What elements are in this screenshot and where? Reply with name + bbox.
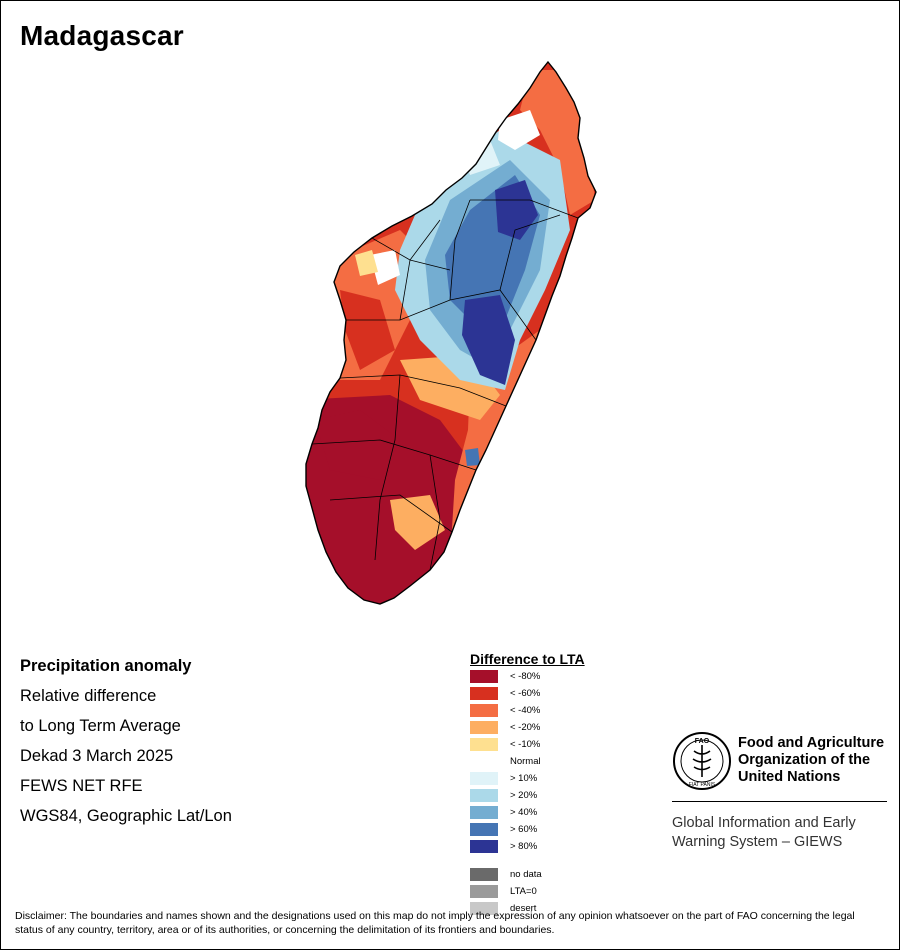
legend-label: > 40% xyxy=(510,807,538,818)
fao-logo-icon: FAO FIAT PANIS xyxy=(673,732,731,790)
legend-label: no data xyxy=(510,869,542,880)
legend-label: < -40% xyxy=(510,705,541,716)
anomaly-area-severe-west xyxy=(315,410,400,480)
giews-name: Global Information and Early Warning Sys… xyxy=(672,814,892,852)
legend-label: < -80% xyxy=(510,671,541,682)
info-line-2: to Long Term Average xyxy=(20,717,181,735)
legend-swatch xyxy=(470,806,498,819)
legend: Difference to LTA < -80% < -60% < -40% < -2… xyxy=(470,651,650,915)
legend-swatch xyxy=(470,704,498,717)
anomaly-area-slight-deficit-2 xyxy=(390,495,445,550)
giews-line-2: Warning System – GIEWS xyxy=(672,834,843,850)
fao-name-line-3: United Nations xyxy=(738,769,841,785)
legend-label: > 10% xyxy=(510,773,538,784)
map-info-block: Precipitation anomaly Relative differenc… xyxy=(20,656,350,836)
legend-label: > 20% xyxy=(510,790,538,801)
giews-line-1: Global Information and Early xyxy=(672,815,856,831)
region-boundaries xyxy=(311,199,579,571)
fao-name-line-1: Food and Agriculture xyxy=(738,735,885,751)
fao-name: Food and Agriculture Organization of the… xyxy=(738,735,898,786)
legend-swatch xyxy=(470,670,498,683)
legend-swatch xyxy=(470,868,498,881)
fao-logo-letters: FAO xyxy=(695,738,710,745)
legend-label: > 60% xyxy=(510,824,538,835)
legend-swatch xyxy=(470,840,498,853)
legend-swatch xyxy=(470,687,498,700)
legend-swatch xyxy=(470,902,498,915)
info-line-5: WGS84, Geographic Lat/Lon xyxy=(20,807,232,825)
legend-label: > 80% xyxy=(510,841,538,852)
madagascar-anomaly-map xyxy=(305,61,597,605)
anomaly-area-normal-4 xyxy=(355,250,378,276)
anomaly-area-wet-extreme-north xyxy=(495,180,538,240)
legend-swatch xyxy=(470,772,498,785)
info-heading: Precipitation anomaly xyxy=(20,657,192,675)
anomaly-area-west-dry xyxy=(340,290,395,370)
map-title: Madagascar xyxy=(20,20,184,51)
legend-normal-label: Normal xyxy=(510,756,541,767)
legend-label: < -60% xyxy=(510,688,541,699)
legend-swatch xyxy=(470,721,498,734)
legend-title: Difference to LTA xyxy=(470,651,585,667)
anomaly-area-normal-2 xyxy=(370,250,400,285)
anomaly-area-wet-extreme-center xyxy=(462,295,515,385)
legend-label: < -20% xyxy=(510,722,541,733)
legend-swatch xyxy=(470,738,498,751)
legend-label: LTA=0 xyxy=(510,886,537,897)
info-line-1: Relative difference xyxy=(20,687,157,705)
legend-swatch xyxy=(470,885,498,898)
legend-swatch xyxy=(470,823,498,836)
anomaly-area-normal-1 xyxy=(498,110,540,150)
fao-name-line-2: Organization of the xyxy=(738,752,871,768)
legend-swatch xyxy=(470,789,498,802)
info-line-3: Dekad 3 March 2025 xyxy=(20,747,174,765)
legend-label: < -10% xyxy=(510,739,541,750)
info-line-4: FEWS NET RFE xyxy=(20,777,143,795)
disclaimer-text: Disclaimer: The boundaries and names sho… xyxy=(15,910,855,936)
legend-label: desert xyxy=(510,903,537,914)
fao-divider xyxy=(672,801,887,802)
anomaly-area-wet-spot-east xyxy=(465,448,480,466)
fao-logo-motto: FIAT PANIS xyxy=(689,782,716,788)
